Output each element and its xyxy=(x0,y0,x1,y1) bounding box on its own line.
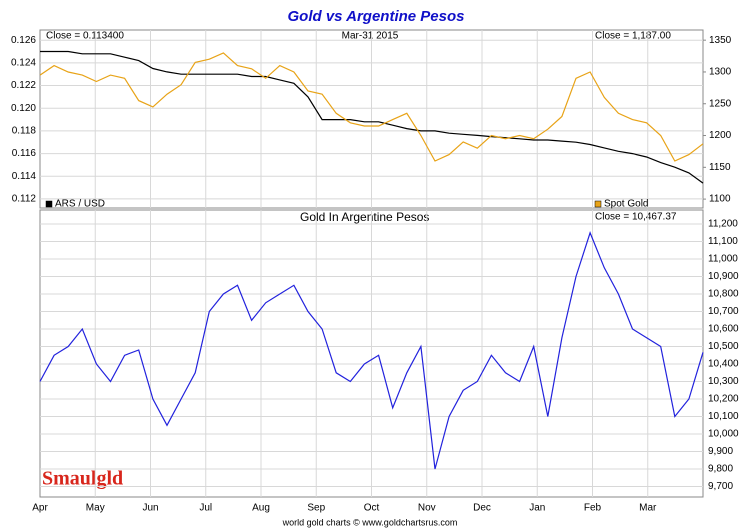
y-tick-label: 11,000 xyxy=(708,254,738,265)
x-tick-label: Jul xyxy=(199,503,212,514)
y-tick-label: 0.124 xyxy=(11,58,36,69)
x-tick-label: Feb xyxy=(584,503,602,514)
y-tick-label: 10,200 xyxy=(708,394,739,405)
y-tick-label: 0.126 xyxy=(11,35,36,46)
x-tick-label: Mar xyxy=(639,503,657,514)
y-tick-label: 10,900 xyxy=(708,271,739,282)
y2-tick-label: 1250 xyxy=(709,98,732,109)
y-tick-label: 0.116 xyxy=(12,148,37,159)
annotation: Close = 0.113400 xyxy=(46,31,124,42)
y-tick-label: 10,300 xyxy=(708,376,739,387)
legend-label: Spot Gold xyxy=(604,199,648,210)
x-tick-label: Apr xyxy=(32,503,48,514)
legend-swatch xyxy=(594,200,602,208)
y-tick-label: 10,400 xyxy=(708,359,739,370)
series-line xyxy=(39,52,704,162)
y-tick-label: 9,800 xyxy=(708,464,733,475)
y-tick-label: 10,100 xyxy=(708,411,739,422)
y-tick-label: 9,900 xyxy=(708,446,733,457)
y2-tick-label: 1150 xyxy=(709,162,731,173)
y-tick-label: 11,200 xyxy=(708,219,738,230)
chart-title: Gold vs Argentine Pesos xyxy=(288,8,465,25)
y-tick-label: 9,700 xyxy=(708,481,733,492)
logo: Smaulgld xyxy=(42,468,123,490)
x-tick-label: May xyxy=(86,503,105,514)
y-tick-label: 0.112 xyxy=(12,194,37,205)
x-tick-label: Jan xyxy=(529,503,545,514)
y2-tick-label: 1300 xyxy=(709,67,732,78)
x-tick-label: Aug xyxy=(252,503,270,514)
x-tick-label: Oct xyxy=(364,503,380,514)
y-tick-label: 0.118 xyxy=(12,126,37,137)
y-tick-label: 0.122 xyxy=(11,80,36,91)
series-line xyxy=(39,231,704,470)
y-tick-label: 10,700 xyxy=(708,306,739,317)
y2-tick-label: 1350 xyxy=(709,35,732,46)
legend-swatch xyxy=(45,200,53,208)
annotation: Close = 10,467.37 xyxy=(595,212,677,223)
legend-label: ARS / USD xyxy=(55,199,105,210)
y-tick-label: 10,500 xyxy=(708,341,739,352)
x-tick-label: Dec xyxy=(473,503,491,514)
y-tick-label: 10,800 xyxy=(708,289,739,300)
x-tick-label: Sep xyxy=(307,503,325,514)
series-line xyxy=(40,50,704,184)
y-tick-label: 10,600 xyxy=(708,324,739,335)
x-tick-label: Jun xyxy=(142,503,158,514)
y2-tick-label: 1200 xyxy=(709,130,732,141)
footer: world gold charts © www.goldchartsrus.co… xyxy=(282,517,458,527)
y-tick-label: 0.114 xyxy=(12,171,37,182)
y2-tick-label: 1100 xyxy=(709,194,731,205)
y-tick-label: 11,100 xyxy=(708,236,738,247)
annotation: Close = 1,187.00 xyxy=(595,31,671,42)
x-tick-label: Nov xyxy=(418,503,436,514)
y-tick-label: 10,000 xyxy=(708,429,739,440)
panel-title: Gold In Argentine Pesos xyxy=(300,210,429,224)
annotation: Mar-31 2015 xyxy=(342,31,399,42)
y-tick-label: 0.120 xyxy=(11,103,36,114)
